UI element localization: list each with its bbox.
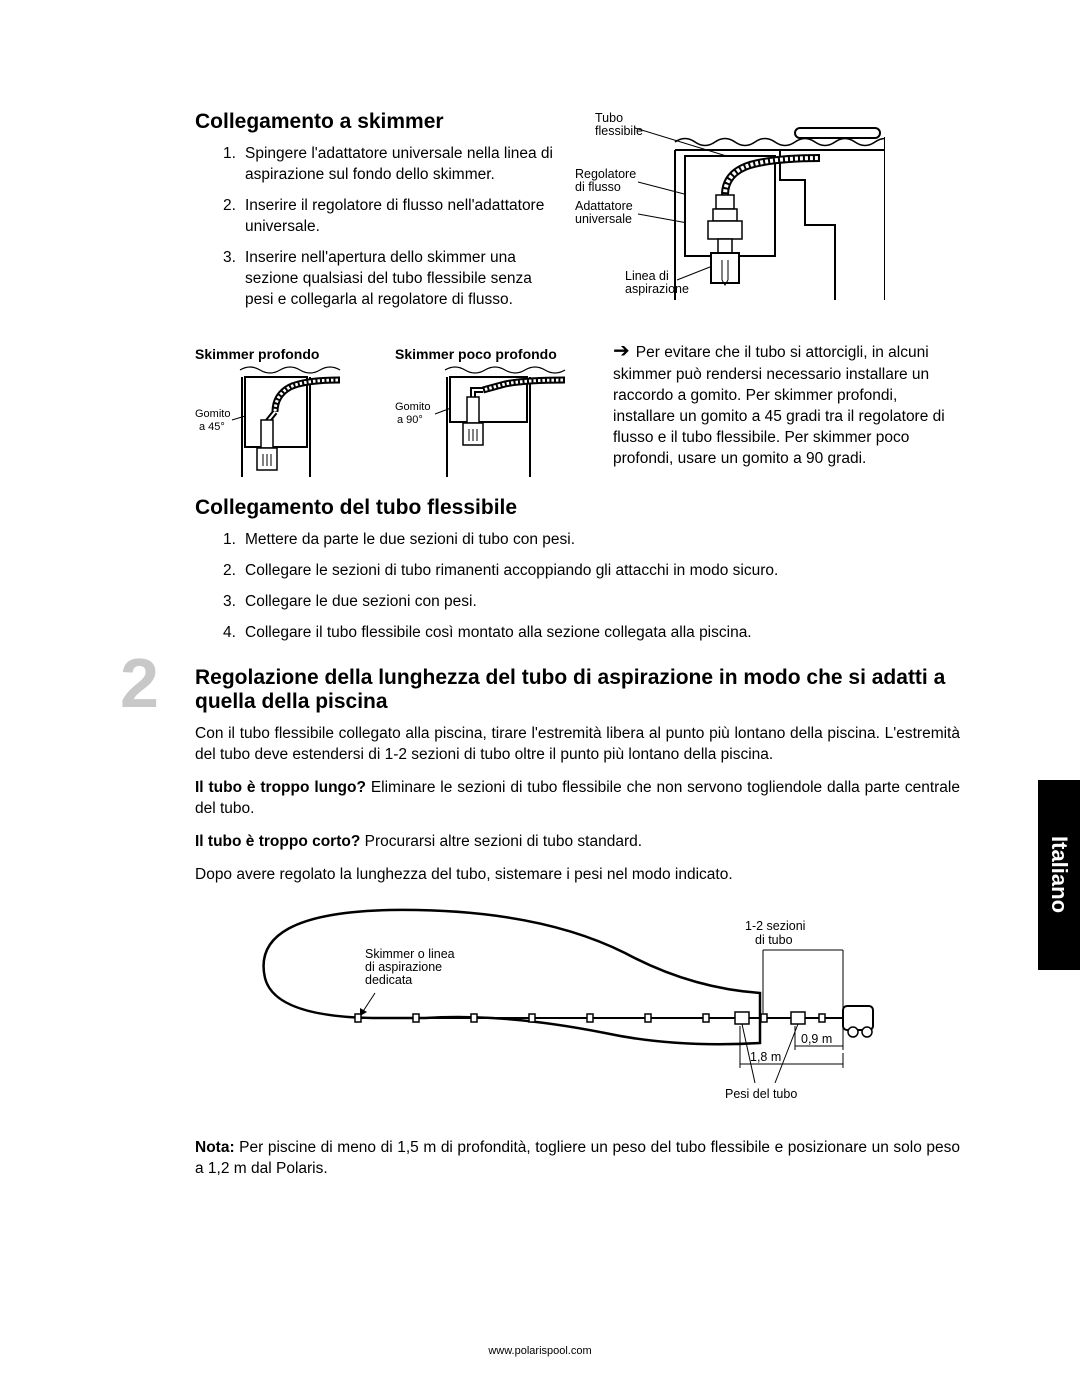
tip-arrow-icon: ➔: [613, 340, 630, 362]
svg-text:Linea di: Linea di: [625, 269, 669, 283]
pool-diagram: 1-2 sezioni di tubo Skimmer o linea di a…: [195, 898, 960, 1118]
dim-18: 1,8 m: [750, 1050, 781, 1064]
section2-item-4: Collegare il tubo flessibile così montat…: [245, 623, 960, 644]
svg-text:dedicata: dedicata: [365, 973, 412, 987]
elbow-tip: ➔Per evitare che il tubo si attorcigli, …: [613, 328, 960, 482]
section1-item-1: Spingere l'adattatore universale nella l…: [245, 144, 555, 186]
note: Nota: Per piscine di meno di 1,5 m di pr…: [195, 1138, 960, 1180]
svg-text:di aspirazione: di aspirazione: [365, 960, 442, 974]
step2-p2: Il tubo è troppo lungo? Eliminare le sez…: [195, 778, 960, 820]
section2-item-2: Collegare le sezioni di tubo rimanenti a…: [245, 561, 960, 582]
shallow-skimmer-title: Skimmer poco profondo: [395, 346, 595, 362]
svg-text:a 90°: a 90°: [397, 414, 423, 426]
section1-item-3: Inserire nell'apertura dello skimmer una…: [245, 248, 555, 311]
section2-list: 1.Mettere da parte le due sezioni di tub…: [195, 530, 960, 644]
section2-title: Collegamento del tubo flessibile: [195, 496, 960, 520]
section1-title: Collegamento a skimmer: [195, 110, 555, 134]
shallow-skimmer-box: Skimmer poco profondo Gomito a 90°: [395, 328, 595, 482]
step2-p1: Con il tubo flessibile collegato alla pi…: [195, 724, 960, 766]
step2-p4: Dopo avere regolato la lunghezza del tub…: [195, 865, 960, 886]
svg-text:aspirazione: aspirazione: [625, 282, 689, 296]
svg-text:Regolatore: Regolatore: [575, 167, 636, 181]
svg-text:flessibile: flessibile: [595, 124, 643, 138]
svg-text:1-2 sezioni: 1-2 sezioni: [745, 919, 805, 933]
svg-text:Gomito: Gomito: [195, 408, 230, 420]
section2-item-3: Collegare le due sezioni con pesi.: [245, 592, 960, 613]
deep-skimmer-title: Skimmer profondo: [195, 346, 365, 362]
section2-item-1: Mettere da parte le due sezioni di tubo …: [245, 530, 960, 551]
svg-text:Gomito: Gomito: [395, 401, 430, 413]
step-number-2: 2: [120, 652, 159, 715]
tip-text: Per evitare che il tubo si attorcigli, i…: [613, 344, 945, 467]
step2-p3: Il tubo è troppo corto? Procurarsi altre…: [195, 832, 960, 853]
svg-text:di flusso: di flusso: [575, 180, 621, 194]
step2-title: Regolazione della lunghezza del tubo di …: [195, 666, 960, 714]
svg-text:Adattatore: Adattatore: [575, 199, 633, 213]
deep-skimmer-box: Skimmer profondo Gomito a 45°: [195, 328, 365, 482]
svg-text:Tubo: Tubo: [595, 111, 623, 125]
svg-text:Skimmer o linea: Skimmer o linea: [365, 947, 455, 961]
svg-text:a 45°: a 45°: [199, 421, 225, 433]
svg-text:universale: universale: [575, 212, 632, 226]
section1-list: 1.Spingere l'adattatore universale nella…: [195, 144, 555, 310]
language-tab: Italiano: [1038, 780, 1080, 970]
dim-09: 0,9 m: [801, 1032, 832, 1046]
footer-url: www.polarispool.com: [0, 1345, 1080, 1357]
skimmer-diagram: Tubo flessibile Regolatore di flusso Ada…: [575, 110, 960, 320]
svg-text:di tubo: di tubo: [755, 933, 793, 947]
weights-label: Pesi del tubo: [725, 1087, 797, 1101]
section1-item-2: Inserire il regolatore di flusso nell'ad…: [245, 196, 555, 238]
